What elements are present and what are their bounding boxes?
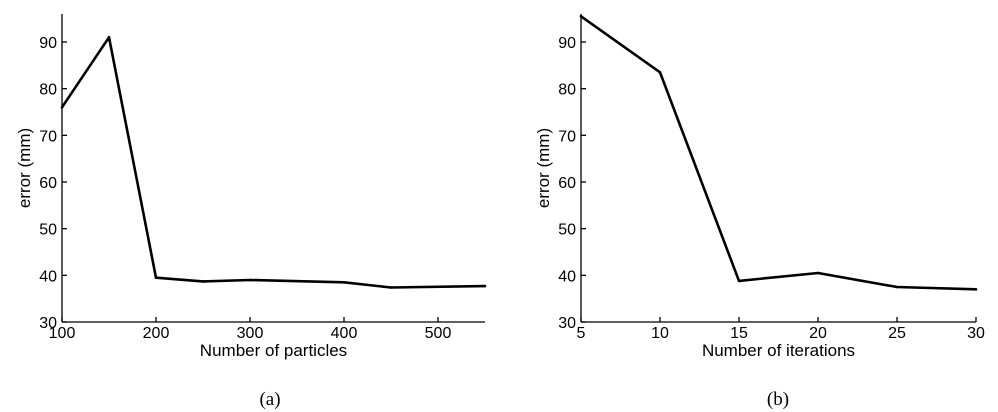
data-point [342, 281, 346, 284]
x-tick-label: 15 [730, 325, 748, 342]
data-point [248, 278, 252, 282]
y-tick-label: 70 [558, 128, 576, 145]
x-tick-label: 500 [425, 325, 452, 342]
data-point [154, 276, 158, 279]
x-tick-label: 20 [809, 325, 827, 342]
x-tick-label: 100 [49, 325, 76, 342]
y-tick-label: 50 [39, 222, 57, 239]
chart-b: 30 40 50 60 70 80 90 5 10 15 20 25 30 Number of itera… [534, 14, 985, 410]
x-tick-label: 10 [651, 325, 669, 342]
y-tick-label: 60 [558, 175, 576, 192]
data-point [974, 288, 978, 291]
y-tick-label: 40 [558, 268, 576, 285]
chart-caption: (b) [767, 389, 789, 410]
x-axis-label: Number of particles [200, 341, 347, 360]
y-tick-label: 50 [558, 222, 576, 239]
x-tick-label: 30 [967, 325, 985, 342]
series-line [580, 15, 977, 291]
data-point [579, 15, 583, 18]
y-tick-label: 30 [558, 315, 576, 332]
data-point [483, 284, 487, 288]
data-point [60, 106, 64, 109]
x-tick-label: 400 [331, 325, 358, 342]
chart-caption: (a) [259, 389, 280, 410]
data-point [107, 36, 111, 39]
data-point [816, 271, 820, 275]
data-point [201, 280, 205, 283]
y-tick-label: 90 [39, 35, 57, 52]
y-axis-label: error (mm) [15, 128, 34, 208]
x-tick-label: 25 [888, 325, 906, 342]
y-axis-label: error (mm) [534, 128, 553, 208]
y-tick-label: 90 [558, 35, 576, 52]
y-tick-label: 70 [39, 128, 57, 145]
data-point [658, 71, 662, 74]
series-line [60, 35, 486, 289]
y-tick-label: 60 [39, 175, 57, 192]
y-tick-label: 40 [39, 268, 57, 285]
x-tick-label: 5 [577, 325, 586, 342]
y-tick-label: 80 [39, 82, 57, 99]
x-tick-label: 300 [237, 325, 264, 342]
data-point [737, 279, 741, 283]
data-point [895, 285, 899, 289]
x-tick-label: 200 [143, 325, 170, 342]
chart-a: 30 40 50 60 70 80 90 100 200 300 400 500 Number of p… [15, 14, 487, 410]
data-point [389, 286, 393, 289]
y-tick-label: 30 [39, 315, 57, 332]
x-axis-label: Number of iterations [702, 341, 855, 360]
y-tick-label: 80 [558, 82, 576, 99]
